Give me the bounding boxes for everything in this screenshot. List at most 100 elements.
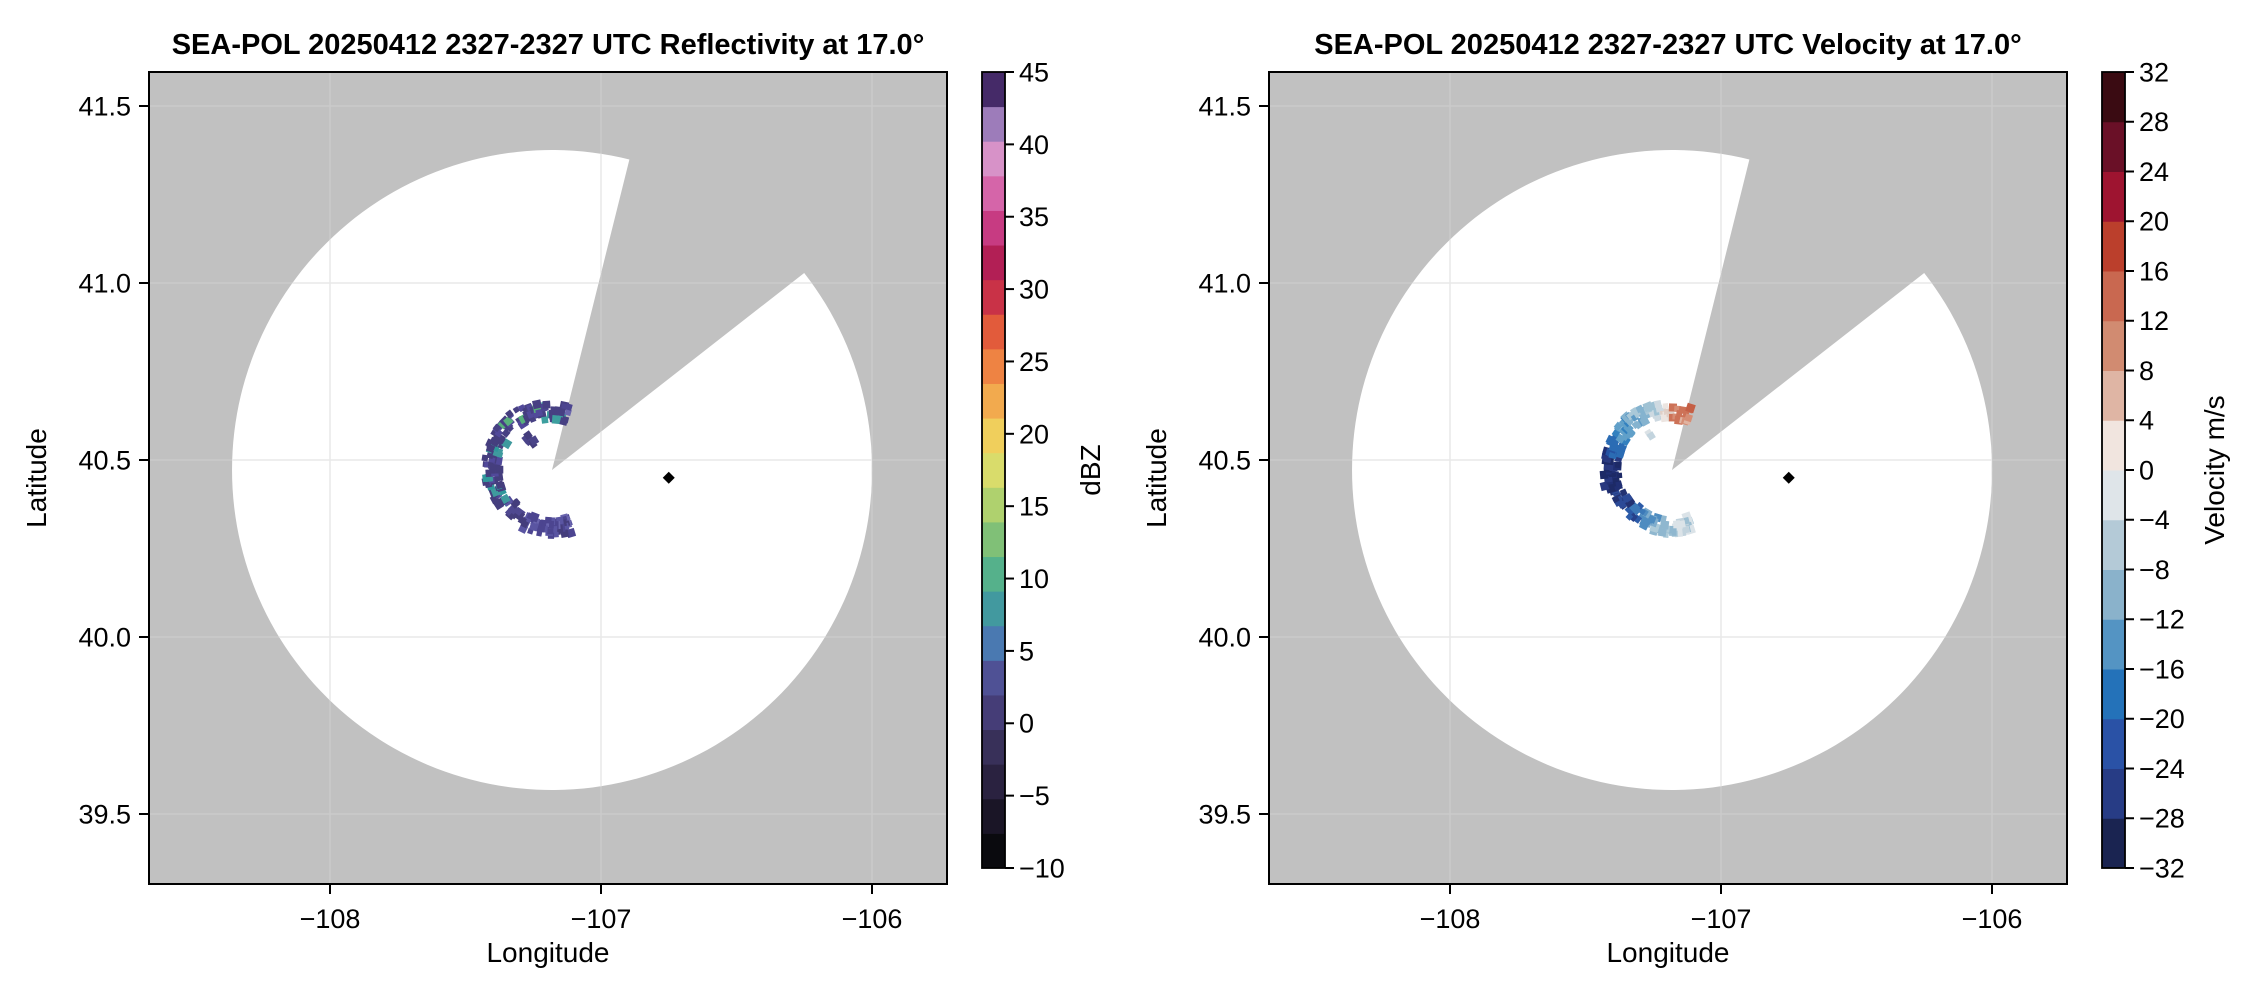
colorbar-band [982,279,1005,315]
colorbar-band [982,418,1005,454]
colorbar-tick-label: 0 [2139,455,2154,485]
colorbar-band [982,625,1005,661]
echo-cell [497,435,506,445]
velocity-xlabel: Longitude [1606,937,1729,968]
site-marker [662,471,675,484]
echo-cell [496,465,503,472]
colorbar-tick-label: 25 [1019,347,1049,377]
y-tick-label: 41.5 [1198,91,1251,121]
echo-cell [1684,413,1694,423]
x-tick-label: −107 [571,904,632,934]
echo-cell [532,399,542,410]
colorbar-band [982,452,1005,488]
echo-cell [1611,495,1620,504]
reflectivity-panel: −108 −107 −106 41.5 41.0 40.5 40.0 39.5 45 40 35 3… [21,29,1106,968]
colorbar-band [2102,619,2125,670]
echo-cell [1616,443,1628,454]
colorbar-tick-label: 8 [2139,356,2154,386]
echo-cell [542,400,551,409]
reflectivity-xlabel: Longitude [486,937,609,968]
colorbar-band [982,729,1005,765]
reflectivity-colorbar: 45 40 35 30 25 20 15 10 5 0 −5 −10 [981,57,1065,883]
echo-cell [1614,461,1622,469]
x-tick-label: −108 [1420,904,1481,934]
colorbar-tick-label: −28 [2139,804,2185,834]
echo-cell [501,428,511,438]
echo-cell [503,415,514,427]
y-tick-label: 40.5 [1198,445,1251,475]
colorbar-tick-label: −4 [2139,505,2170,535]
x-tick-label: −108 [300,904,361,934]
echo-cell [528,521,539,532]
colorbar-band [982,556,1005,592]
echo-cell [535,409,544,417]
colorbar-band [982,764,1005,800]
colorbar-tick-label: 0 [1019,709,1034,739]
colorbar-tick-label: −20 [2139,704,2185,734]
echo-cell [1662,403,1669,409]
echo-cell [528,435,540,446]
site-marker [1782,471,1795,484]
colorbar-band [982,210,1005,246]
velocity-colorbar-label: Velocity m/s [2199,395,2230,544]
colorbar-tick-label: 4 [2139,406,2154,436]
colorbar-tick-label: −12 [2139,605,2185,635]
echo-cell [553,531,559,538]
colorbar-band [982,591,1005,627]
colorbar-band [2102,370,2125,421]
y-tick-label: 40.0 [1198,622,1251,652]
colorbar-tick-label: 32 [2139,57,2169,87]
reflectivity-colorbar-label: dBZ [1075,444,1106,495]
echo-layer [481,399,577,539]
colorbar-band [2102,569,2125,620]
colorbar-band [982,106,1005,142]
colorbar-band [2102,271,2125,322]
colorbar-band [982,314,1005,350]
echo-cell [512,406,521,414]
echo-cell [504,508,513,517]
colorbar-tick-label: 35 [1019,202,1049,232]
colorbar-band [2102,718,2125,769]
y-tick-label: 41.0 [1198,268,1251,298]
echo-cell [1639,415,1651,427]
colorbar-band [982,487,1005,523]
y-tick-label: 39.5 [1198,799,1251,829]
reflectivity-plot-area: −108 −107 −106 41.5 41.0 40.5 40.0 39.5 [78,71,948,934]
y-tick-label: 39.5 [78,799,131,829]
scan-area [232,150,873,791]
echo-cell [541,416,549,424]
colorbar-band [982,141,1005,177]
colorbar-tick-label: 24 [2139,157,2169,187]
colorbar-tick-label: 45 [1019,57,1049,87]
colorbar-band [982,348,1005,384]
echo-cell [1616,472,1623,479]
colorbar-band [2102,768,2125,819]
echo-cell [1635,404,1645,414]
velocity-plot-area: −108 −107 −106 41.5 41.0 40.5 40.0 39.5 [1198,71,2068,934]
echo-cell [1660,520,1670,530]
colorbar-band [2102,320,2125,371]
colorbar-tick-label: −8 [2139,555,2170,585]
echo-cell [536,530,543,537]
colorbar-band [982,245,1005,281]
colorbar-band [2102,221,2125,272]
y-tick-label: 40.5 [78,445,131,475]
colorbar-band [2102,470,2125,521]
colorbar-band [2102,72,2125,123]
colorbar-tick-label: −32 [2139,853,2185,883]
colorbar-band [2102,121,2125,172]
echo-cell [547,528,554,535]
echo-cell [523,430,533,441]
colorbar-band [2102,519,2125,570]
x-tick-label: −107 [1691,904,1752,934]
colorbar-band [982,798,1005,834]
colorbar-tick-label: −24 [2139,754,2185,784]
echo-cell [1685,402,1696,414]
colorbar-tick-label: −10 [1019,853,1065,883]
colorbar-band [2102,420,2125,471]
colorbar-band [2102,818,2125,869]
colorbar-band [2102,669,2125,720]
y-tick-label: 41.5 [78,91,131,121]
